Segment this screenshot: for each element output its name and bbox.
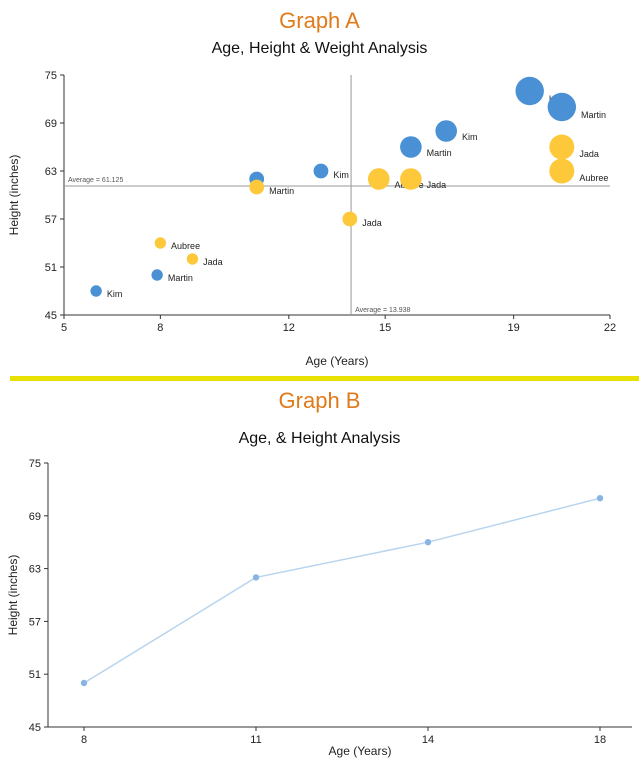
graph-b-title: Age, & Height Analysis [238,430,401,447]
point-label: Aubree [171,241,200,251]
graph-b-chart: 45 51 57 63 69 75 8 11 14 18 Age (Years) Height (in… [6,458,632,758]
point-label: Aubree [579,173,608,183]
x-tick-label: 22 [604,322,616,334]
x-tick-label: 8 [157,322,163,334]
bubble-point [342,211,358,227]
series-line [83,497,601,684]
bubble-point [154,237,167,249]
bubble-point [90,285,102,297]
y-tick-label: 45 [29,722,41,734]
average-y-label: Average = 61.125 [68,177,123,184]
bubble-point [400,136,422,158]
x-tick-label: 12 [283,322,295,334]
point-label: Kim [107,289,123,299]
bubble-point [151,269,163,281]
section-divider [10,376,639,381]
graph-a-heading: Graph A [279,8,360,33]
y-tick-label: 57 [45,214,57,226]
point-label: Martin [427,148,452,158]
point-label: Martin [581,110,606,120]
bubble-point [249,179,265,195]
bubble-point [367,168,390,190]
y-tick-label: 75 [45,70,57,82]
bubble-point [313,163,329,179]
point-label: Martin [269,186,294,196]
bubble-point [435,120,458,142]
graph-b-heading: Graph B [278,388,361,413]
y-tick-label: 75 [29,458,41,470]
point-label: Jada [203,257,223,267]
x-tick-label: 15 [379,322,391,334]
bubble-point [547,92,577,122]
graph-a-title: Age, Height & Weight Analysis [211,40,428,57]
point-label: Martin [168,273,193,283]
y-axis-title: Height (inches) [6,555,20,636]
bubble-point [186,253,199,265]
y-axis-title: Height (inches) [7,155,21,236]
x-tick-label: 14 [422,734,434,746]
graph-a-chart: 45 51 57 63 69 75 5 8 12 15 19 22 Average = 61.125 Av… [7,70,616,368]
x-tick-label: 5 [61,322,67,334]
y-tick-label: 63 [29,564,41,576]
bubble-point [549,134,575,160]
bubble-point [400,168,422,190]
data-point [424,539,432,546]
point-label: Kim [333,170,349,180]
average-x-label: Average = 13.938 [355,307,410,314]
y-tick-label: 51 [45,262,57,274]
y-tick-label: 69 [29,511,41,523]
data-point [596,495,604,502]
x-axis-title: Age (Years) [306,354,369,368]
y-tick-label: 51 [29,669,41,681]
point-label: Kim [462,132,478,142]
y-tick-label: 45 [45,310,57,322]
bubble-point [549,158,575,184]
y-tick-label: 69 [45,118,57,130]
x-axis-title: Age (Years) [329,744,392,758]
point-label: Jada [579,149,599,159]
point-label: Jada [427,180,447,190]
point-label: Jada [362,218,382,228]
x-tick-label: 19 [508,322,520,334]
data-point [80,679,88,687]
data-point [252,574,260,581]
bubble-point [515,76,544,106]
x-tick-label: 8 [81,734,87,746]
y-tick-label: 63 [45,166,57,178]
y-tick-label: 57 [29,616,41,628]
x-tick-label: 11 [250,734,261,746]
x-tick-label: 18 [594,734,606,746]
